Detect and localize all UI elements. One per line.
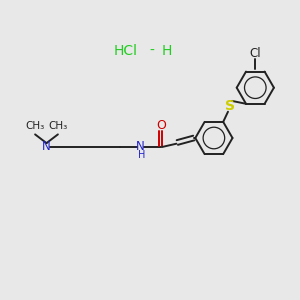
Text: CH₃: CH₃: [48, 121, 68, 131]
Text: S: S: [225, 99, 235, 113]
Text: H: H: [138, 150, 146, 161]
Text: CH₃: CH₃: [26, 121, 45, 131]
Text: HCl: HCl: [114, 44, 138, 58]
Text: Cl: Cl: [250, 47, 261, 60]
Text: -: -: [149, 44, 154, 58]
Text: H: H: [161, 44, 172, 58]
Text: O: O: [156, 119, 166, 132]
Text: N: N: [136, 140, 145, 154]
Text: N: N: [42, 140, 51, 154]
